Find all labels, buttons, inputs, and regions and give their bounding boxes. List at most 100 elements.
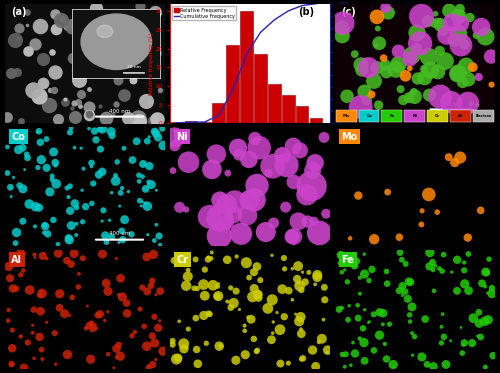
Point [440, 334, 448, 340]
Point [454, 31, 462, 37]
Point [431, 20, 439, 26]
Point [311, 160, 319, 166]
Point [208, 250, 216, 256]
Point [8, 362, 16, 368]
Point [374, 102, 382, 108]
Point [268, 163, 276, 169]
Point [66, 313, 74, 319]
Point [136, 3, 143, 9]
Point [20, 167, 28, 173]
Point [28, 330, 36, 336]
Point [254, 347, 262, 353]
Point [97, 65, 105, 71]
Point [72, 232, 80, 238]
Point [456, 154, 464, 160]
Point [442, 361, 450, 367]
Point [450, 159, 458, 165]
Point [215, 343, 223, 349]
Point [429, 267, 437, 273]
Point [476, 334, 484, 340]
Point [436, 22, 444, 28]
Point [298, 356, 306, 362]
Point [102, 115, 110, 121]
Point [106, 217, 114, 223]
Point [398, 283, 406, 289]
Point [270, 220, 278, 226]
Point [364, 320, 372, 326]
Point [28, 322, 36, 328]
Point [450, 37, 458, 43]
Point [288, 233, 296, 239]
Point [192, 347, 200, 352]
Point [78, 187, 86, 193]
Point [466, 15, 474, 21]
Point [122, 300, 130, 306]
Point [398, 257, 406, 263]
Point [192, 315, 200, 321]
Bar [254, 54, 266, 123]
Point [276, 327, 284, 333]
Point [488, 82, 496, 88]
Point [412, 46, 420, 51]
Point [232, 288, 240, 294]
Point [158, 125, 166, 131]
Point [216, 233, 224, 239]
Point [410, 89, 418, 95]
Point [51, 10, 59, 16]
Point [408, 330, 416, 336]
Point [396, 250, 404, 256]
Point [8, 345, 16, 351]
Point [79, 255, 87, 261]
Point [17, 118, 25, 124]
Point [175, 318, 183, 324]
Point [343, 93, 351, 99]
Text: Cr: Cr [176, 255, 188, 264]
Point [84, 111, 92, 117]
Point [4, 307, 12, 313]
Point [400, 97, 407, 103]
Point [52, 361, 60, 367]
Point [242, 352, 250, 358]
Point [379, 321, 387, 327]
Point [108, 234, 116, 240]
X-axis label: Diameter (um): Diameter (um) [227, 137, 273, 142]
Point [487, 54, 495, 60]
Point [38, 356, 46, 362]
Point [78, 219, 86, 225]
Point [464, 235, 472, 241]
Point [135, 178, 143, 184]
Point [398, 292, 406, 298]
Point [88, 326, 96, 332]
Point [214, 280, 222, 286]
Point [152, 357, 160, 363]
Text: Fe: Fe [390, 114, 394, 118]
Point [90, 128, 98, 134]
Point [156, 318, 164, 324]
Point [488, 285, 496, 291]
Point [56, 305, 64, 311]
Bar [184, 121, 197, 123]
Point [70, 251, 78, 257]
Point [101, 317, 109, 323]
Point [155, 233, 163, 239]
Point [70, 145, 78, 151]
Point [209, 282, 217, 288]
Point [62, 24, 70, 30]
Point [148, 362, 156, 368]
Point [223, 298, 231, 304]
Point [22, 151, 30, 157]
Point [467, 101, 475, 107]
Point [464, 288, 472, 294]
Point [146, 163, 154, 169]
Point [296, 314, 304, 320]
Point [339, 20, 347, 26]
Point [240, 328, 248, 334]
Point [69, 55, 77, 61]
Point [7, 194, 15, 200]
Point [42, 319, 50, 325]
Point [102, 232, 110, 238]
Point [116, 275, 124, 281]
Point [368, 91, 376, 97]
Point [138, 199, 146, 205]
Point [242, 260, 250, 266]
